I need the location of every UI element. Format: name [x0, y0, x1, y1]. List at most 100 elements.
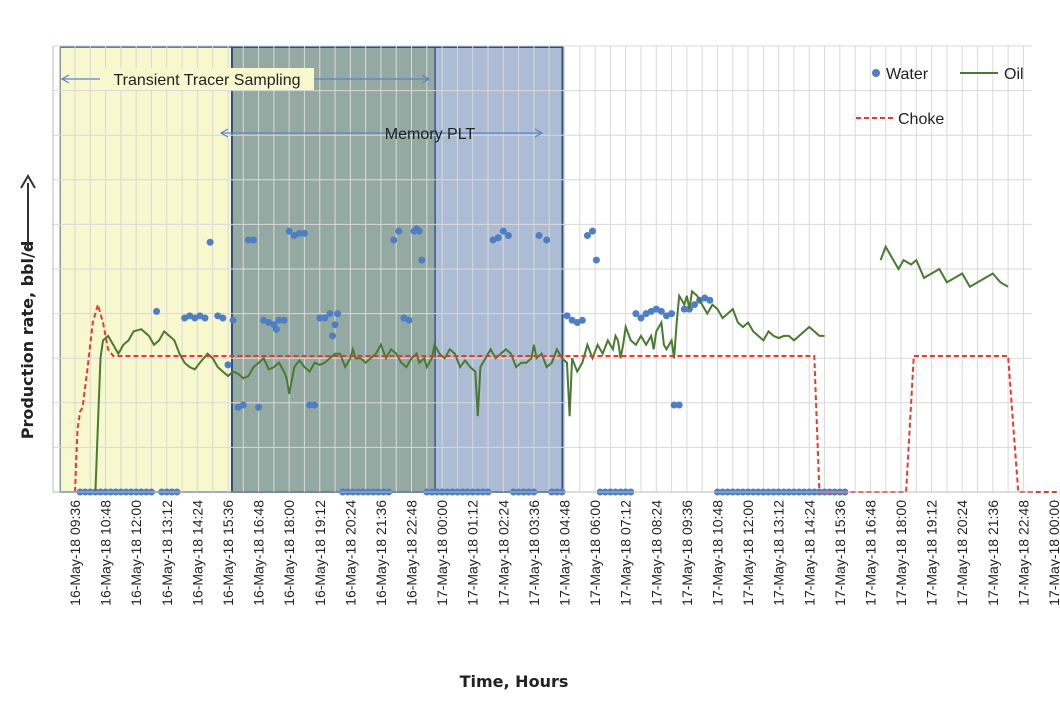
- water-point: [405, 316, 413, 324]
- water-point: [229, 316, 237, 324]
- water-point: [201, 314, 209, 322]
- x-tick-label: 16-May-18 16:48: [251, 500, 267, 606]
- x-tick-label: 17-May-18 01:12: [465, 500, 481, 606]
- water-point: [415, 227, 423, 235]
- choke-series-line: [74, 301, 1060, 493]
- legend-water-label: Water: [886, 66, 929, 83]
- x-tick-label: 17-May-18 15:36: [832, 500, 848, 606]
- water-point: [418, 256, 426, 264]
- x-tick-label: 16-May-18 22:48: [404, 500, 420, 606]
- water-point: [280, 316, 288, 324]
- water-point: [390, 236, 398, 244]
- x-tick-label: 17-May-18 04:48: [557, 500, 573, 606]
- legend-oil-label: Oil: [1004, 66, 1024, 83]
- x-tick-label: 17-May-18 06:00: [587, 500, 603, 606]
- water-point: [395, 227, 403, 235]
- x-tick-label: 17-May-18 12:00: [740, 500, 756, 606]
- x-tick-label: 17-May-18 00:00: [1046, 500, 1060, 606]
- water-point: [206, 238, 214, 246]
- water-point: [589, 227, 597, 235]
- water-point: [321, 314, 329, 322]
- x-tick-label: 17-May-18 20:24: [954, 500, 970, 606]
- water-point: [504, 232, 512, 240]
- x-tick-label: 17-May-18 13:12: [771, 500, 787, 606]
- x-axis-title: Time, Hours: [460, 672, 569, 691]
- water-point: [668, 310, 676, 318]
- water-point: [691, 301, 699, 309]
- x-tick-label: 16-May-18 14:24: [189, 500, 205, 606]
- water-point: [239, 401, 247, 409]
- x-tick-label: 17-May-18 21:36: [985, 500, 1001, 606]
- series-layer: [74, 225, 1060, 496]
- tracer-arrow-right-icon: [421, 74, 431, 84]
- water-point: [637, 314, 645, 322]
- water-point: [543, 236, 551, 244]
- water-point: [311, 401, 319, 409]
- x-tick-label: 16-May-18 13:12: [159, 500, 175, 606]
- x-tick-label: 17-May-18 19:12: [924, 500, 940, 606]
- x-tick-label: 17-May-18 00:00: [434, 500, 450, 606]
- water-point: [285, 227, 293, 235]
- water-point: [326, 310, 334, 318]
- water-point: [680, 305, 688, 313]
- water-point: [300, 229, 308, 237]
- oil-series-line: [879, 244, 1009, 289]
- annotations-layer: Transient Tracer Sampling Memory PLT: [60, 68, 544, 143]
- x-tick-label: 17-May-18 18:00: [893, 500, 909, 606]
- y-axis-title: Production rate, bbl/d: [18, 241, 37, 440]
- water-point: [706, 296, 714, 304]
- water-point: [592, 256, 600, 264]
- water-point: [499, 227, 507, 235]
- water-point: [255, 403, 263, 411]
- water-point: [670, 401, 678, 409]
- water-point: [316, 314, 324, 322]
- y-axis-arrow-icon: [20, 174, 36, 189]
- plt-label: Memory PLT: [385, 126, 476, 143]
- water-point: [275, 316, 283, 324]
- legend-water-marker: [872, 69, 880, 77]
- tracer-label-bg: [100, 68, 314, 90]
- x-tick-label: 16-May-18 21:36: [373, 500, 389, 606]
- x-tick-label: 17-May-18 08:24: [648, 500, 664, 606]
- oil-series-line: [94, 289, 825, 493]
- x-tick-label: 16-May-18 12:00: [128, 500, 144, 606]
- tracer-label: Transient Tracer Sampling: [113, 72, 300, 89]
- water-point: [563, 312, 571, 320]
- tracer-arrow-left-icon: [60, 74, 70, 84]
- water-point: [583, 232, 591, 240]
- water-point: [244, 236, 252, 244]
- water-point: [578, 316, 586, 324]
- x-tick-label: 16-May-18 09:36: [67, 500, 83, 606]
- x-tick-label: 17-May-18 16:48: [862, 500, 878, 606]
- legend-layer: Water Oil Choke: [856, 66, 1024, 128]
- water-point: [334, 310, 342, 318]
- plt-arrow-left-icon: [219, 128, 229, 138]
- water-point: [675, 401, 683, 409]
- water-point: [535, 232, 543, 240]
- water-point: [328, 332, 336, 340]
- x-tick-label: 17-May-18 14:24: [801, 500, 817, 606]
- plt-arrow-right-icon: [534, 128, 544, 138]
- x-tick-label: 17-May-18 22:48: [1015, 500, 1031, 606]
- x-tick-label: 17-May-18 03:36: [526, 500, 542, 606]
- grid-layer: [53, 45, 1032, 493]
- water-point: [494, 234, 502, 242]
- x-tick-label: 17-May-18 09:36: [679, 500, 695, 606]
- water-point: [632, 310, 640, 318]
- water-point: [224, 361, 232, 369]
- x-tick-label: 16-May-18 18:00: [281, 500, 297, 606]
- x-tick-label: 16-May-18 10:48: [98, 500, 114, 606]
- x-tick-label: 17-May-18 02:24: [495, 500, 511, 606]
- water-point: [657, 307, 665, 315]
- x-tick-label: 17-May-18 10:48: [709, 500, 725, 606]
- water-point: [331, 321, 339, 329]
- x-tick-label: 16-May-18 15:36: [220, 500, 236, 606]
- water-point: [295, 229, 303, 237]
- x-tick-label: 16-May-18 19:12: [312, 500, 328, 606]
- water-point: [219, 314, 227, 322]
- water-point: [272, 325, 280, 333]
- x-tick-label: 17-May-18 07:12: [618, 500, 634, 606]
- water-point: [306, 401, 314, 409]
- legend-choke-label: Choke: [898, 111, 944, 128]
- x-tick-label: 16-May-18 20:24: [342, 500, 358, 606]
